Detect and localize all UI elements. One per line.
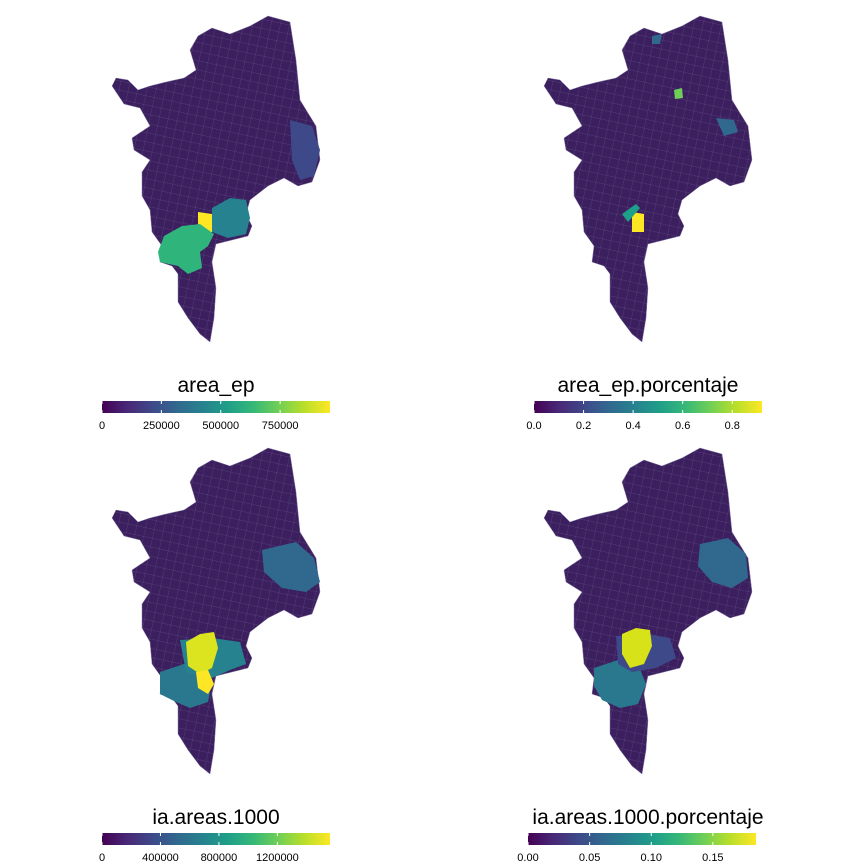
tick-label: 750000 (262, 420, 299, 432)
tick-label: 400000 (142, 852, 179, 864)
legend-title: ia.areas.1000 (152, 806, 279, 829)
legend-area-ep: area_ep 0 250000 500000 750000 (99, 374, 330, 432)
region-east-region (698, 538, 748, 588)
region-south-center-block (622, 628, 652, 668)
region-east-of-center (212, 198, 250, 238)
legend-title: ia.areas.1000.porcentaje (532, 806, 763, 829)
legend-ia-areas-1000: ia.areas.1000 0 400000 800000 1200000 (99, 806, 330, 864)
city-map (543, 15, 753, 343)
legend-area-ep-porcentaje: area_ep.porcentaje 0.0 0.2 0.4 0.6 0.8 (526, 374, 762, 432)
region-east-lobe (716, 118, 738, 136)
subdivision-lines (544, 448, 752, 774)
legend-title: area_ep (177, 374, 254, 397)
region-south-center-block (632, 212, 644, 232)
tick-label: 0.4 (625, 420, 640, 432)
region-diagonal-strip (622, 204, 640, 222)
tick-label: 0.6 (675, 420, 690, 432)
tick-label: 0.2 (576, 420, 591, 432)
legend-title: area_ep.porcentaje (558, 374, 739, 397)
map-panel-area-ep: area_ep 0 250000 500000 750000 (99, 15, 330, 432)
colorbar (534, 401, 762, 413)
tick-label: 0 (99, 420, 105, 432)
colorbar (528, 833, 756, 845)
legend-ia-areas-1000-porcentaje: ia.areas.1000.porcentaje 0.00 0.05 0.10 0.1… (517, 806, 763, 864)
tick-label: 0 (99, 852, 105, 864)
subdivision-lines (544, 16, 752, 342)
map-panel-ia-areas-1000: ia.areas.1000 0 400000 800000 1200000 (99, 447, 330, 864)
tick-label: 0.0 (526, 420, 541, 432)
city-map (111, 447, 321, 775)
tick-label: 800000 (201, 852, 238, 864)
tick-label: 0.8 (725, 420, 740, 432)
tick-group: 0.0 0.2 0.4 0.6 0.8 (526, 401, 740, 432)
tick-label: 0.10 (641, 852, 662, 864)
tick-label: 500000 (202, 420, 239, 432)
region-southwest-area (594, 660, 646, 708)
region-southwest-area (158, 224, 214, 274)
tick-group: 0 400000 800000 1200000 (99, 833, 299, 864)
subdivision-lines (112, 448, 320, 774)
region-south-center-lower (196, 670, 214, 694)
tick-label: 1200000 (256, 852, 299, 864)
region-east-region (262, 542, 320, 592)
tick-label: 250000 (143, 420, 180, 432)
tick-label: 0.05 (579, 852, 600, 864)
subdivision-lines (112, 16, 320, 342)
region-south-center-block (186, 632, 218, 674)
city-map (111, 15, 321, 343)
region-north-tip (652, 34, 662, 44)
map-panel-ia-areas-1000-porcentaje: ia.areas.1000.porcentaje 0.00 0.05 0.10 0.1… (517, 447, 764, 864)
region-northeast-block (674, 88, 683, 99)
tick-group: 0.00 0.05 0.10 0.15 (517, 833, 724, 864)
tick-group: 0 250000 500000 750000 (99, 401, 299, 432)
city-map (543, 447, 753, 775)
map-panel-area-ep-porcentaje: area_ep.porcentaje 0.0 0.2 0.4 0.6 0.8 (526, 15, 762, 432)
region-east-lobe (290, 120, 320, 180)
tick-label: 0.00 (517, 852, 538, 864)
colorbar (102, 833, 330, 845)
colorbar (102, 401, 330, 413)
tick-label: 0.15 (702, 852, 723, 864)
